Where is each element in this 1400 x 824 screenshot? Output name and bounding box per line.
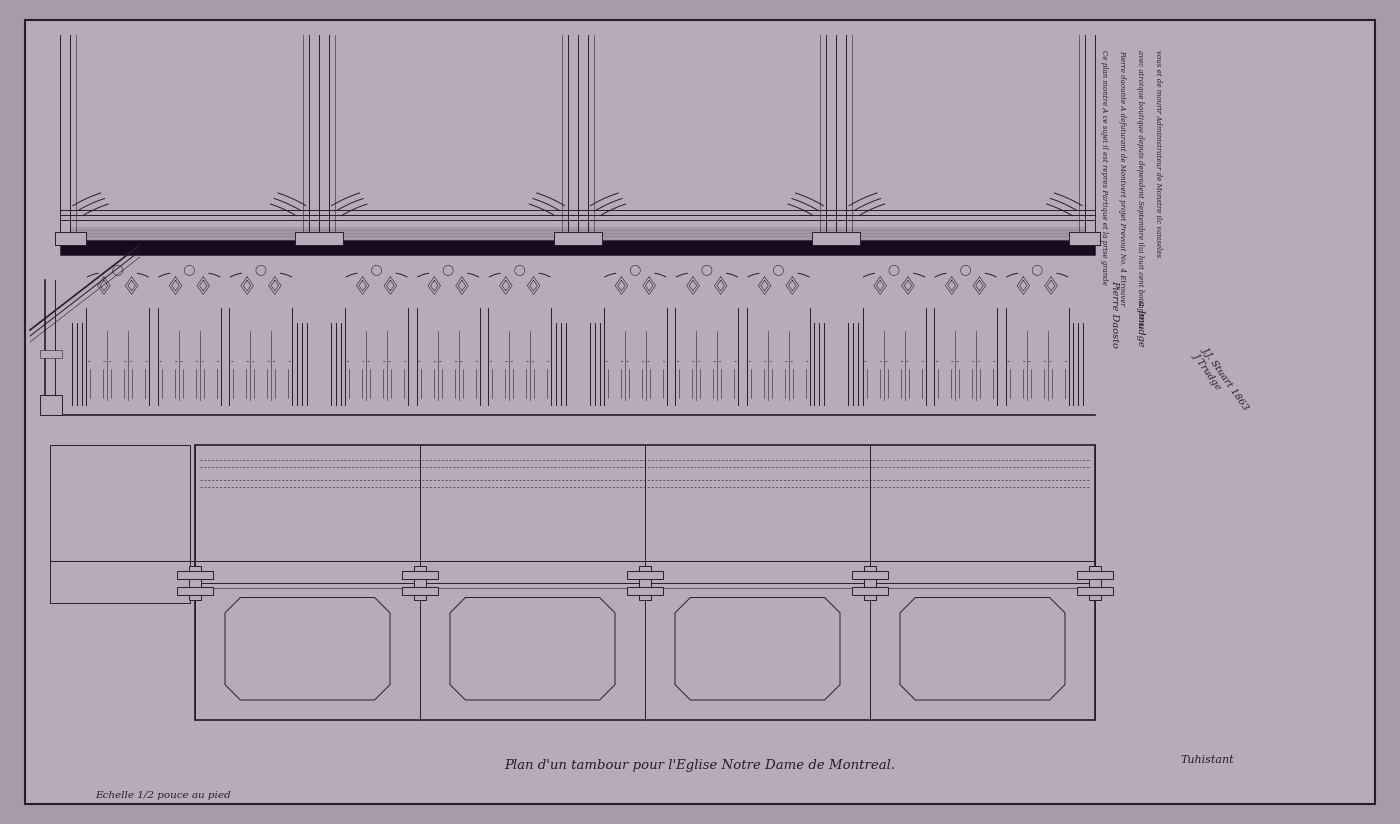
Bar (295, 232, 343, 245)
Bar (1077, 587, 1113, 594)
Bar (638, 565, 651, 600)
Text: Plan d'un tambour pour l'Eglise Notre Dame de Montreal.: Plan d'un tambour pour l'Eglise Notre Da… (504, 759, 896, 771)
Text: Ce plan montre A ce sujet il est repres Partique et la prise grande: Ce plan montre A ce sujet il est repres … (1100, 50, 1107, 285)
Bar (853, 570, 888, 578)
Bar (1089, 565, 1100, 600)
Bar (864, 565, 876, 600)
Bar (402, 570, 438, 578)
Text: Pierre Daosto: Pierre Daosto (1110, 280, 1120, 348)
Bar (55, 232, 85, 245)
Bar (41, 395, 62, 415)
Text: J.J. Stuart 1863
J Trudge: J.J. Stuart 1863 J Trudge (1191, 344, 1250, 417)
Bar (627, 570, 664, 578)
Text: vous et de mourir Administrateur de Monstre ilc vaisseles: vous et de mourir Administrateur de Mons… (1154, 50, 1162, 257)
Bar (812, 232, 860, 245)
Bar (176, 587, 213, 594)
Text: avec atroique boutique depuis dependent Septembre ilui huit cent boisantenu: avec atroique boutique depuis dependent … (1135, 50, 1144, 328)
Bar (402, 587, 438, 594)
Bar (189, 565, 202, 600)
Bar (553, 232, 602, 245)
Text: a Jmudge: a Jmudge (1135, 300, 1145, 347)
Text: Echelle 1/2 pouce au pied: Echelle 1/2 pouce au pied (95, 790, 231, 799)
Bar (627, 587, 664, 594)
Bar (176, 570, 213, 578)
Bar (60, 240, 1095, 255)
Bar (1070, 232, 1100, 245)
Bar (50, 445, 190, 602)
Bar (41, 350, 62, 358)
Bar (195, 445, 1095, 720)
Text: Pierre daounte A defuturant de Montvert projet Prevout No. 4 Etrouver: Pierre daounte A defuturant de Montvert … (1119, 50, 1126, 306)
Text: Tuhistant: Tuhistant (1180, 755, 1233, 765)
Bar (1077, 570, 1113, 578)
Bar (853, 587, 888, 594)
Bar (414, 565, 426, 600)
